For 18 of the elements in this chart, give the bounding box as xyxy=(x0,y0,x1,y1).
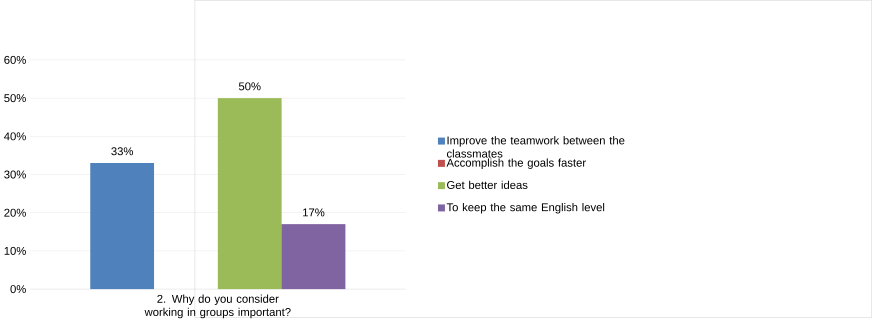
legend-label: Accomplish the goals faster xyxy=(446,158,586,169)
y-tick-label: 40% xyxy=(4,132,26,140)
data-label: 33% xyxy=(111,147,134,156)
y-tick-label: 0% xyxy=(10,285,26,294)
bar xyxy=(282,224,346,290)
y-tick-label: 10% xyxy=(4,246,26,255)
y-tick-label: 60% xyxy=(4,56,26,64)
y-tick-label: 30% xyxy=(4,170,26,178)
legend-label: Get better ideas xyxy=(447,180,528,189)
legend-label: Improve the teamwork between the classmates xyxy=(446,136,624,158)
bar xyxy=(218,98,282,290)
data-label: 17% xyxy=(303,208,324,216)
y-tick-label: 50% xyxy=(4,94,26,102)
legend-label: To keep the same English level xyxy=(446,203,604,214)
bar xyxy=(90,163,154,290)
y-tick-label: 20% xyxy=(4,208,26,217)
x-tick-label: 2. Why do you consider working in groups important? xyxy=(144,294,291,318)
data-label: 50% xyxy=(238,82,261,90)
